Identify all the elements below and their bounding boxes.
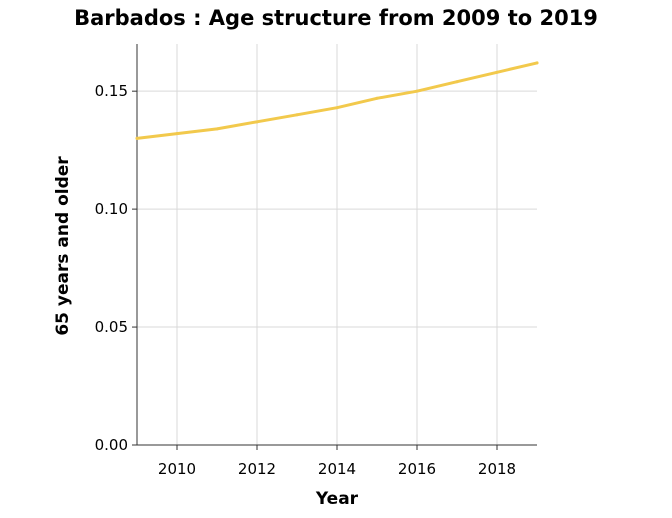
x-tick-label: 2012	[238, 460, 276, 478]
y-axis-label: 65 years and older	[53, 156, 73, 336]
data-point	[375, 96, 379, 100]
series-layer	[135, 61, 539, 140]
y-tick-label: 0.15	[95, 82, 128, 100]
data-point	[335, 106, 339, 110]
grid-lines	[137, 44, 537, 445]
data-point	[415, 89, 419, 93]
data-point	[455, 80, 459, 84]
y-tick-label: 0.10	[95, 200, 128, 218]
data-point	[135, 136, 139, 140]
x-tick-label: 2010	[158, 460, 196, 478]
data-point	[175, 132, 179, 136]
x-axis-label: Year	[315, 489, 359, 509]
data-point	[255, 120, 259, 124]
data-point	[535, 61, 539, 65]
x-tick-label: 2014	[318, 460, 356, 478]
y-tick-label: 0.05	[95, 318, 128, 336]
y-tick-label: 0.00	[95, 436, 128, 454]
x-tick-label: 2018	[478, 460, 516, 478]
data-point	[215, 127, 219, 131]
x-tick-label: 2016	[398, 460, 436, 478]
chart-title: Barbados : Age structure from 2009 to 20…	[74, 6, 598, 30]
data-point	[295, 113, 299, 117]
tick-labels: 2010 2012 2014 2016 2018 0.00 0.05 0.10 0.15	[95, 82, 517, 478]
data-point	[495, 70, 499, 74]
axes	[132, 44, 537, 450]
